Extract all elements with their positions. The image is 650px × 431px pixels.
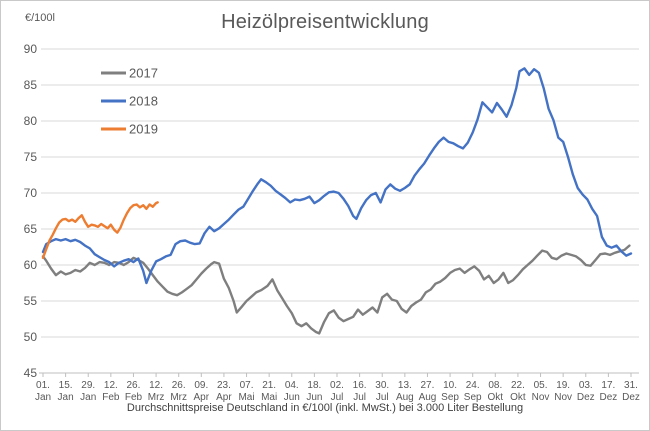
x-tick-label-month: Mai bbox=[261, 392, 277, 403]
x-tick-label-day: 05. bbox=[534, 380, 548, 391]
x-tick-label-day: 08. bbox=[488, 380, 502, 391]
x-tick-label-month: Nov bbox=[554, 392, 572, 403]
series-line-2017 bbox=[41, 244, 631, 335]
x-tick-label-day: 12. bbox=[104, 380, 118, 391]
y-tick-label-60: 60 bbox=[24, 258, 38, 272]
x-tick-label-month: Apr bbox=[216, 392, 232, 403]
x-tick-label-day: 26. bbox=[172, 380, 186, 391]
x-tick-label-month: Jul bbox=[353, 392, 366, 403]
y-tick-label-75: 75 bbox=[24, 150, 38, 164]
x-tick-label-day: 19. bbox=[556, 380, 570, 391]
x-tick-label-day: 12. bbox=[149, 380, 163, 391]
x-tick-label-day: 01. bbox=[36, 380, 50, 391]
series-line-2019 bbox=[41, 201, 159, 259]
x-tick-label-day: 26. bbox=[127, 380, 141, 391]
x-tick-label-month: Nov bbox=[532, 392, 550, 403]
legend-label-2019: 2019 bbox=[129, 122, 158, 137]
x-tick-label-month: Sep bbox=[441, 392, 459, 403]
legend-label-2017: 2017 bbox=[129, 66, 158, 81]
x-tick-label-day: 23. bbox=[217, 380, 231, 391]
x-tick-label-day: 04. bbox=[285, 380, 299, 391]
x-tick-label-day: 30. bbox=[375, 380, 389, 391]
x-tick-label-month: Apr bbox=[194, 392, 210, 403]
x-tick-label-month: Okt bbox=[488, 392, 504, 403]
x-tick-label-day: 31. bbox=[624, 380, 638, 391]
x-tick-label-day: 27. bbox=[421, 380, 435, 391]
x-tick-label-month: Sep bbox=[464, 392, 482, 403]
y-tick-label-90: 90 bbox=[24, 42, 38, 56]
y-tick-label-45: 45 bbox=[24, 366, 38, 380]
x-tick-label-month: Mrz bbox=[170, 392, 187, 403]
y-tick-label-80: 80 bbox=[24, 114, 38, 128]
x-tick-label-month: Jul bbox=[331, 392, 344, 403]
x-tick-label-day: 03. bbox=[579, 380, 593, 391]
x-tick-label-month: Mai bbox=[238, 392, 254, 403]
y-tick-label-85: 85 bbox=[24, 78, 38, 92]
y-tick-label-55: 55 bbox=[24, 294, 38, 308]
x-tick-label-month: Aug bbox=[419, 392, 437, 403]
x-tick-label-month: Feb bbox=[125, 392, 143, 403]
y-tick-label-70: 70 bbox=[24, 186, 38, 200]
x-tick-label-month: Dez bbox=[599, 392, 617, 403]
chart-title: Heizölpreisentwicklung bbox=[221, 11, 429, 33]
x-tick-label-day: 29. bbox=[81, 380, 95, 391]
x-tick-label-month: Dez bbox=[622, 392, 640, 403]
legend-label-2018: 2018 bbox=[129, 94, 158, 109]
x-tick-label-day: 15. bbox=[59, 380, 73, 391]
chart-footnote: Durchschnittspreise Deutschland in €/100… bbox=[126, 402, 524, 414]
x-tick-label-day: 13. bbox=[398, 380, 412, 391]
x-tick-label-month: Dez bbox=[577, 392, 595, 403]
series-line-2018 bbox=[41, 67, 633, 285]
x-tick-label-month: Feb bbox=[102, 392, 120, 403]
x-tick-label-day: 24. bbox=[466, 380, 480, 391]
x-tick-label-day: 02. bbox=[330, 380, 344, 391]
y-tick-label-65: 65 bbox=[24, 222, 38, 236]
x-tick-label-month: Jun bbox=[306, 392, 322, 403]
x-tick-label-day: 16. bbox=[353, 380, 367, 391]
x-tick-label-month: Aug bbox=[396, 392, 414, 403]
x-tick-label-month: Jan bbox=[80, 392, 96, 403]
x-tick-label-day: 21. bbox=[262, 380, 276, 391]
x-tick-label-month: Okt bbox=[510, 392, 526, 403]
x-tick-label-month: Jan bbox=[58, 392, 74, 403]
x-tick-label-month: Mrz bbox=[148, 392, 165, 403]
x-tick-label-day: 18. bbox=[307, 380, 321, 391]
x-tick-label-day: 09. bbox=[194, 380, 208, 391]
x-tick-label-month: Jul bbox=[376, 392, 389, 403]
x-tick-label-day: 17. bbox=[601, 380, 615, 391]
y-axis-unit-label: €/100l bbox=[25, 12, 55, 24]
x-tick-label-month: Jun bbox=[284, 392, 300, 403]
x-tick-label-day: 22. bbox=[511, 380, 525, 391]
x-tick-label-day: 07. bbox=[240, 380, 254, 391]
y-tick-label-50: 50 bbox=[24, 330, 38, 344]
x-tick-label-month: Jan bbox=[35, 392, 51, 403]
x-tick-label-day: 10. bbox=[443, 380, 457, 391]
